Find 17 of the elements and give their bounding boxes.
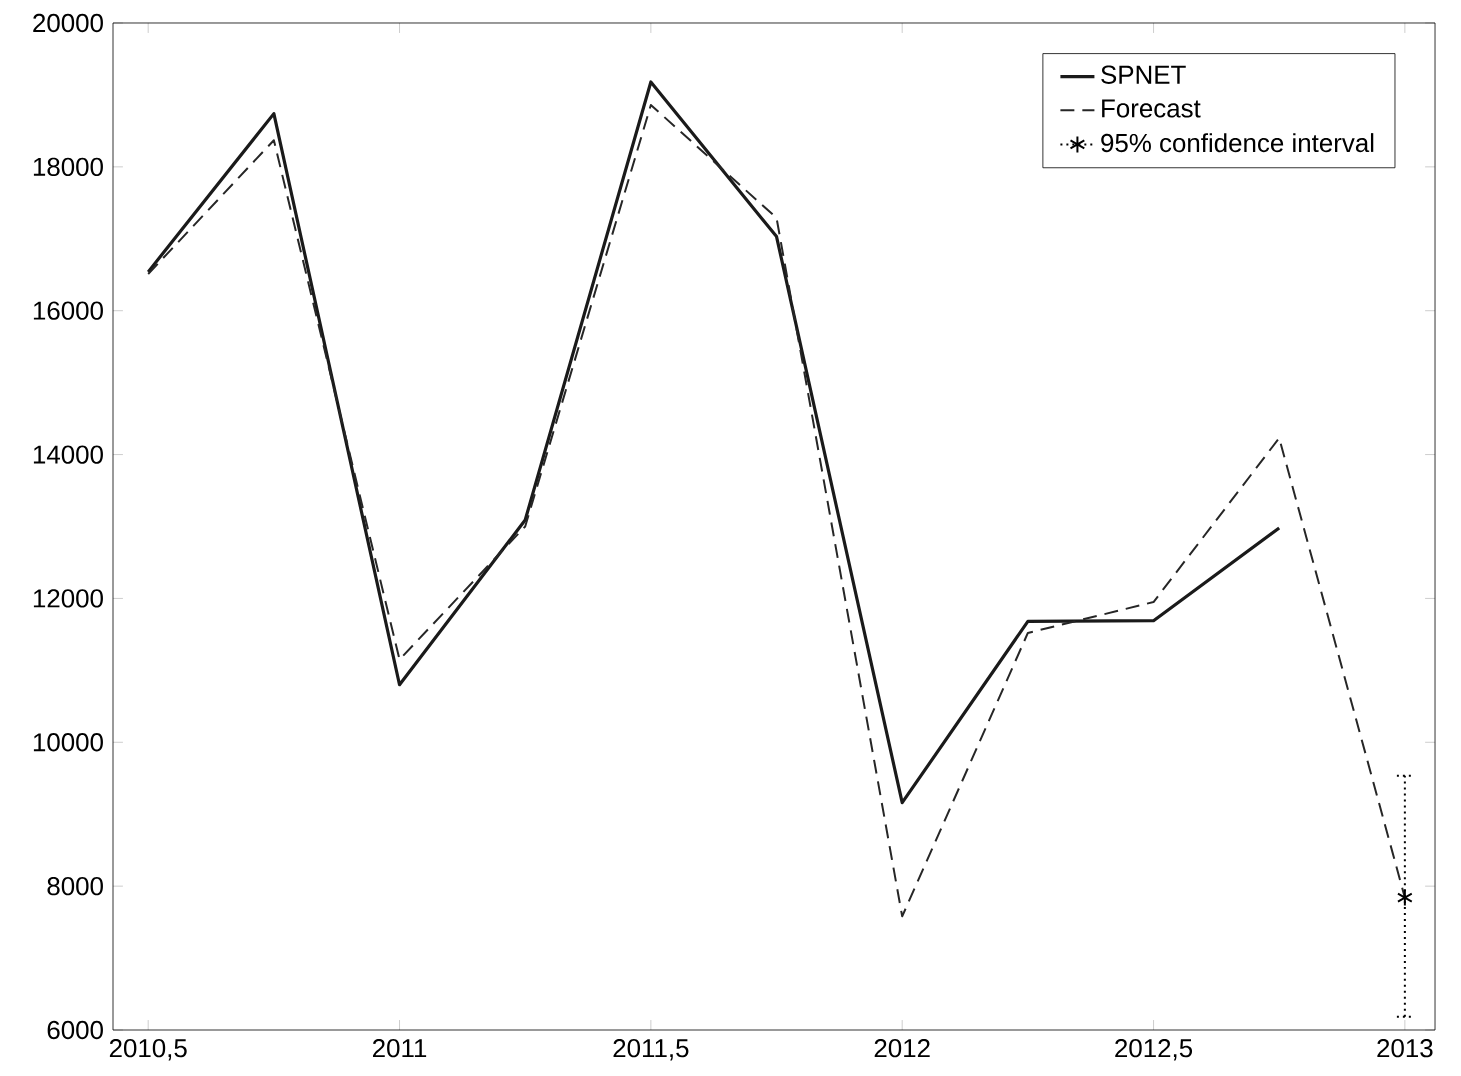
y-tick-label: 20000 bbox=[33, 13, 103, 33]
y-tick-label: 12000 bbox=[33, 589, 103, 608]
x-tick-label: 2011,5 bbox=[613, 1039, 689, 1061]
legend-label: Forecast bbox=[1102, 99, 1201, 118]
y-tick-label: 18000 bbox=[33, 157, 103, 177]
x-tick-label: 2011 bbox=[372, 1039, 427, 1058]
x-tick-label: 2012,5 bbox=[1115, 1039, 1193, 1061]
y-tick-label: 10000 bbox=[33, 733, 103, 752]
y-tick-label: 14000 bbox=[33, 445, 103, 464]
y-tick-label: 16000 bbox=[33, 301, 103, 320]
legend-label: SPNET bbox=[1101, 65, 1186, 84]
x-tick-label: 2013 bbox=[1377, 1039, 1433, 1058]
y-tick-label: 6000 bbox=[47, 1020, 103, 1040]
x-tick-label: 2012 bbox=[874, 1039, 930, 1058]
x-tick-label: 2010,5 bbox=[109, 1039, 187, 1061]
y-tick-label: 8000 bbox=[47, 876, 103, 896]
legend-label: 95% confidence interval bbox=[1101, 133, 1374, 153]
